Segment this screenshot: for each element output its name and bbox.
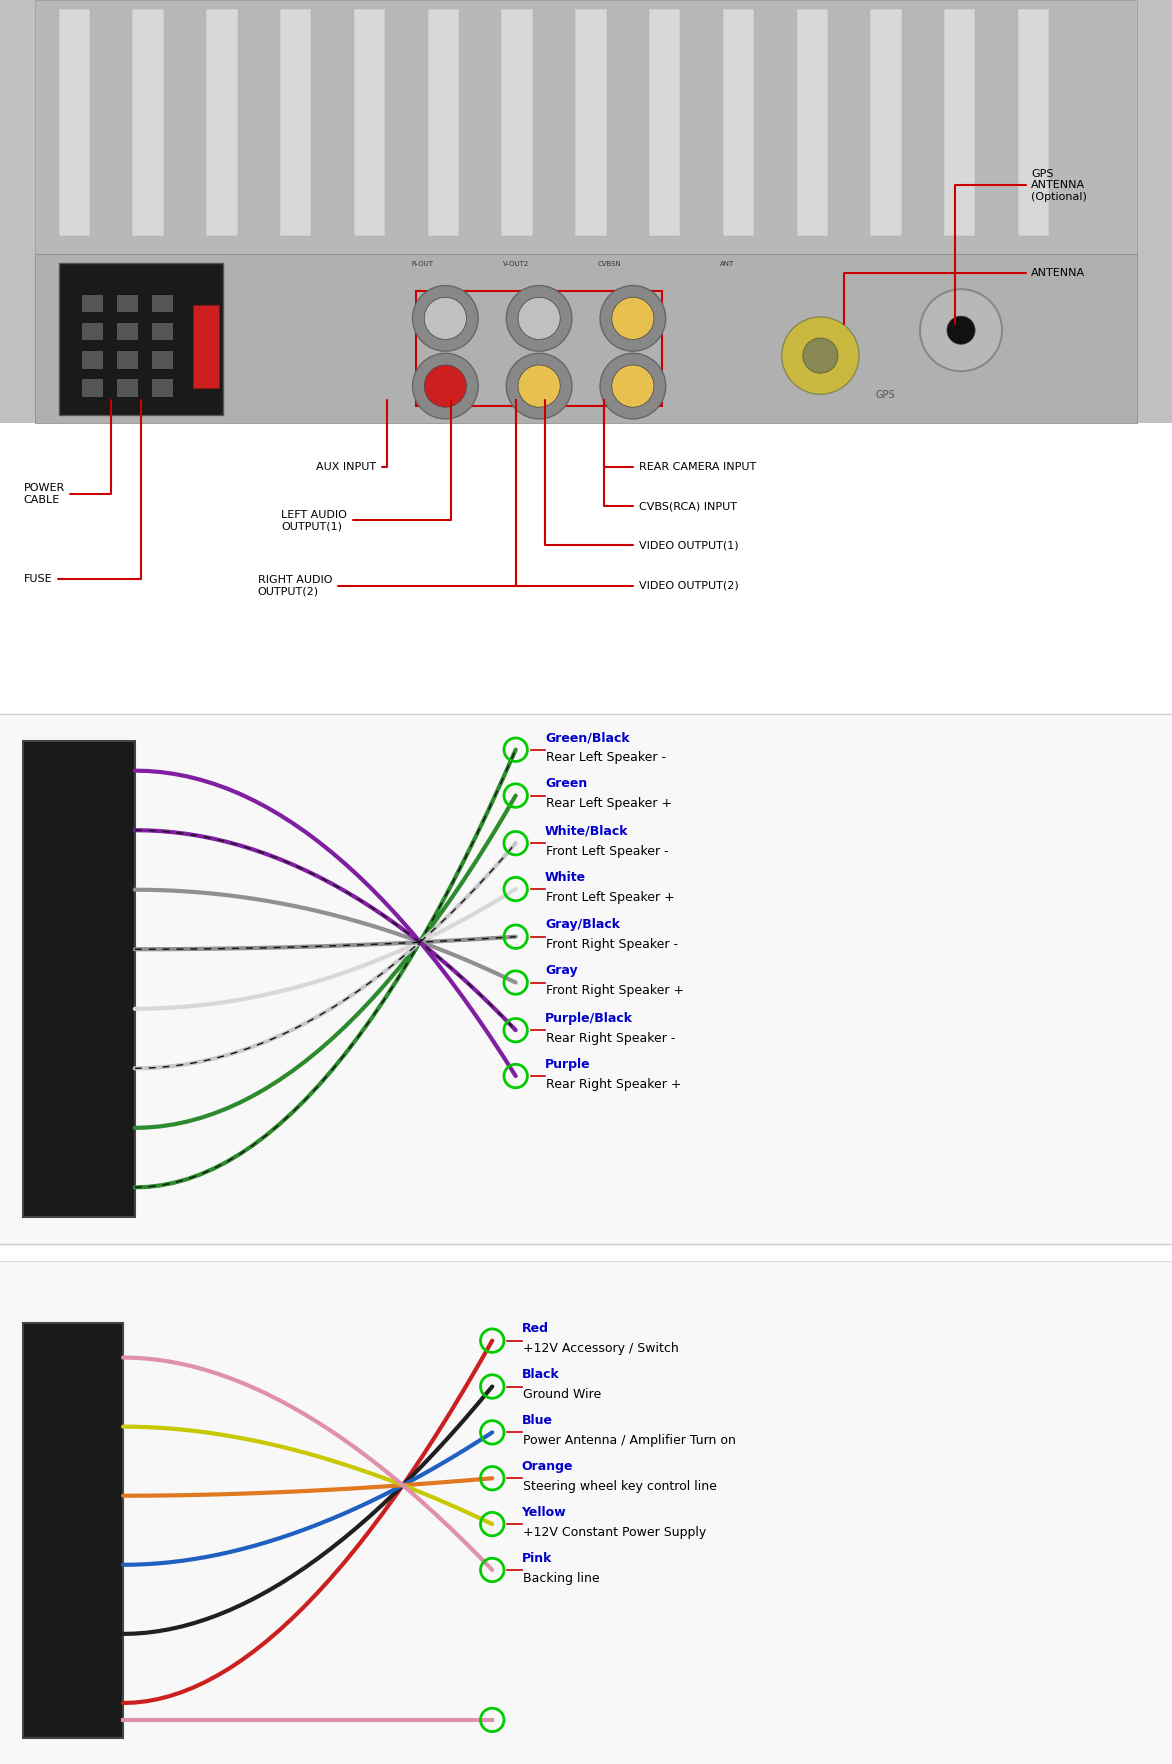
FancyBboxPatch shape: [117, 351, 138, 369]
FancyBboxPatch shape: [152, 295, 173, 312]
FancyBboxPatch shape: [82, 351, 103, 369]
Ellipse shape: [920, 289, 1002, 370]
Text: Front Left Speaker +: Front Left Speaker +: [546, 891, 675, 903]
FancyBboxPatch shape: [0, 0, 1172, 423]
Text: Rear Right Speaker +: Rear Right Speaker +: [546, 1078, 682, 1090]
Text: Orange: Orange: [522, 1461, 573, 1473]
FancyBboxPatch shape: [117, 379, 138, 397]
FancyBboxPatch shape: [1018, 9, 1049, 236]
FancyBboxPatch shape: [132, 9, 164, 236]
FancyBboxPatch shape: [797, 9, 827, 236]
Text: V-OUT2: V-OUT2: [503, 261, 529, 266]
Ellipse shape: [424, 298, 466, 339]
Text: REAR CAMERA INPUT: REAR CAMERA INPUT: [604, 400, 756, 473]
Text: Black: Black: [522, 1369, 559, 1381]
Text: White/Black: White/Black: [545, 826, 628, 838]
Text: GPS
ANTENNA
(Optional): GPS ANTENNA (Optional): [955, 169, 1088, 323]
Text: Power Antenna / Amplifier Turn on: Power Antenna / Amplifier Turn on: [523, 1434, 736, 1446]
Text: ANTENNA: ANTENNA: [844, 268, 1085, 323]
Text: Green: Green: [545, 778, 587, 790]
Ellipse shape: [413, 286, 478, 351]
Text: +12V Accessory / Switch: +12V Accessory / Switch: [523, 1342, 679, 1355]
Ellipse shape: [947, 316, 975, 344]
FancyBboxPatch shape: [35, 0, 1137, 254]
FancyBboxPatch shape: [871, 9, 901, 236]
Text: FUSE: FUSE: [23, 400, 141, 584]
Text: Rear Left Speaker +: Rear Left Speaker +: [546, 797, 673, 810]
Text: Pink: Pink: [522, 1552, 552, 1565]
Text: GPS: GPS: [875, 390, 894, 400]
Text: Purple/Black: Purple/Black: [545, 1013, 633, 1025]
Ellipse shape: [424, 365, 466, 407]
Ellipse shape: [600, 286, 666, 351]
Text: RIGHT AUDIO
OUTPUT(2): RIGHT AUDIO OUTPUT(2): [258, 400, 516, 596]
FancyBboxPatch shape: [152, 323, 173, 340]
FancyBboxPatch shape: [280, 9, 312, 236]
FancyBboxPatch shape: [0, 714, 1172, 1244]
Ellipse shape: [518, 365, 560, 407]
Text: Front Right Speaker +: Front Right Speaker +: [546, 984, 684, 997]
Ellipse shape: [506, 286, 572, 351]
Text: Purple: Purple: [545, 1058, 591, 1071]
FancyBboxPatch shape: [23, 741, 135, 1217]
FancyBboxPatch shape: [117, 295, 138, 312]
Text: R-OUT: R-OUT: [411, 261, 432, 266]
FancyBboxPatch shape: [82, 295, 103, 312]
FancyBboxPatch shape: [59, 263, 223, 415]
Text: Front Right Speaker -: Front Right Speaker -: [546, 938, 679, 951]
Text: VIDEO OUTPUT(2): VIDEO OUTPUT(2): [516, 400, 738, 591]
Text: Blue: Blue: [522, 1415, 552, 1427]
Ellipse shape: [803, 339, 838, 374]
FancyBboxPatch shape: [59, 9, 90, 236]
Ellipse shape: [612, 298, 654, 339]
Text: +12V Constant Power Supply: +12V Constant Power Supply: [523, 1526, 706, 1538]
FancyBboxPatch shape: [82, 323, 103, 340]
Text: Backing line: Backing line: [523, 1572, 599, 1584]
Ellipse shape: [413, 353, 478, 418]
Text: AUX INPUT: AUX INPUT: [316, 400, 387, 473]
FancyBboxPatch shape: [82, 379, 103, 397]
Ellipse shape: [600, 353, 666, 418]
Text: VIDEO OUTPUT(1): VIDEO OUTPUT(1): [545, 400, 738, 550]
Text: LEFT AUDIO
OUTPUT(1): LEFT AUDIO OUTPUT(1): [281, 400, 451, 531]
FancyBboxPatch shape: [354, 9, 386, 236]
Text: Steering wheel key control line: Steering wheel key control line: [523, 1480, 716, 1492]
FancyBboxPatch shape: [502, 9, 533, 236]
FancyBboxPatch shape: [649, 9, 680, 236]
Text: Front Left Speaker -: Front Left Speaker -: [546, 845, 669, 857]
Text: ANT: ANT: [720, 261, 734, 266]
FancyBboxPatch shape: [152, 379, 173, 397]
Ellipse shape: [506, 353, 572, 418]
FancyBboxPatch shape: [117, 323, 138, 340]
FancyBboxPatch shape: [428, 9, 459, 236]
FancyBboxPatch shape: [23, 1323, 123, 1738]
Text: Ground Wire: Ground Wire: [523, 1388, 601, 1401]
FancyBboxPatch shape: [723, 9, 754, 236]
Text: Rear Right Speaker -: Rear Right Speaker -: [546, 1032, 675, 1044]
FancyBboxPatch shape: [193, 305, 219, 388]
Ellipse shape: [518, 298, 560, 339]
Text: Gray: Gray: [545, 965, 578, 977]
FancyBboxPatch shape: [945, 9, 975, 236]
Text: CVBS(RCA) INPUT: CVBS(RCA) INPUT: [604, 400, 737, 512]
FancyBboxPatch shape: [152, 351, 173, 369]
Ellipse shape: [782, 318, 859, 395]
Text: Red: Red: [522, 1323, 548, 1335]
Text: Yellow: Yellow: [522, 1506, 566, 1519]
Text: CVBSN: CVBSN: [598, 261, 621, 266]
Text: White: White: [545, 871, 586, 884]
Ellipse shape: [612, 365, 654, 407]
FancyBboxPatch shape: [575, 9, 607, 236]
FancyBboxPatch shape: [206, 9, 238, 236]
Text: Green/Black: Green/Black: [545, 732, 629, 744]
FancyBboxPatch shape: [35, 254, 1137, 423]
Text: Rear Left Speaker -: Rear Left Speaker -: [546, 751, 666, 764]
Text: POWER
CABLE: POWER CABLE: [23, 400, 111, 505]
FancyBboxPatch shape: [0, 1261, 1172, 1764]
Text: Gray/Black: Gray/Black: [545, 919, 620, 931]
